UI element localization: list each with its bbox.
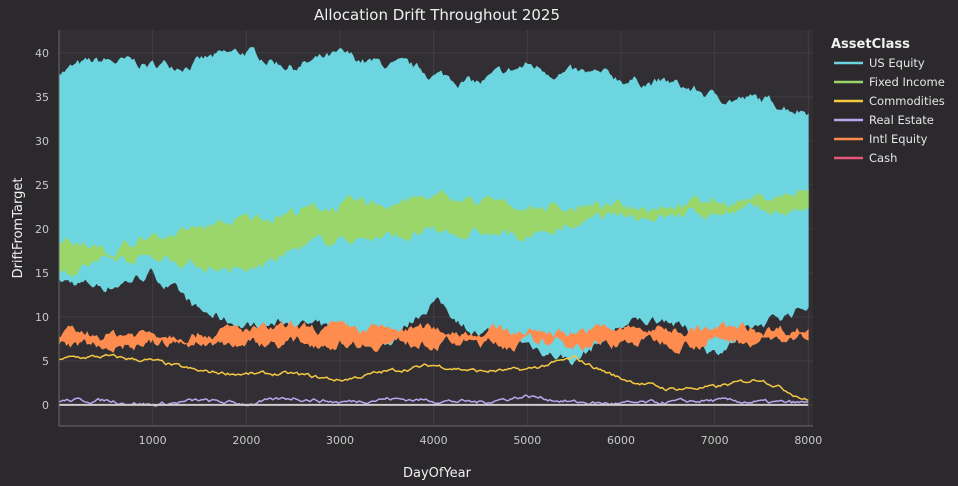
y-tick-label: 35: [35, 91, 49, 104]
x-tick-label: 6000: [607, 434, 635, 447]
legend-item-intl-equity[interactable]: Intl Equity: [869, 132, 928, 146]
x-tick-label: 3000: [326, 434, 354, 447]
series-marks: [58, 47, 809, 407]
y-tick-label: 20: [35, 223, 49, 236]
series-line-real-estate: [58, 394, 809, 407]
y-tick-label: 0: [42, 399, 49, 412]
y-tick-label: 5: [42, 355, 49, 368]
x-tick-label: 2000: [232, 434, 260, 447]
y-axis-label: DriftFromTarget: [11, 178, 26, 279]
legend-item-real-estate[interactable]: Real Estate: [869, 113, 934, 127]
chart-title: Allocation Drift Throughout 2025: [314, 6, 560, 24]
legend-item-commodities[interactable]: Commodities: [869, 94, 945, 108]
legend-item-cash[interactable]: Cash: [869, 151, 897, 165]
y-tick-label: 30: [35, 135, 49, 148]
y-tick-label: 40: [35, 47, 49, 60]
x-tick-label: 5000: [513, 434, 541, 447]
x-tick-label: 8000: [794, 434, 822, 447]
series-line-commodities: [58, 353, 809, 401]
legend-title: AssetClass: [831, 37, 910, 52]
series-band-intl-equity: [58, 320, 809, 355]
y-ticks: 0 5 10 15 20 25 30 35 40: [35, 47, 49, 412]
series-band-fixed-income: [58, 187, 809, 278]
x-tick-label: 4000: [420, 434, 448, 447]
x-ticks: 1000 2000 3000 4000 5000 6000 7000 8000: [139, 434, 823, 447]
x-axis-label: DayOfYear: [403, 466, 472, 481]
y-tick-label: 25: [35, 179, 49, 192]
legend: AssetClass US Equity Fixed Income Commodit…: [831, 37, 945, 165]
y-tick-label: 10: [35, 311, 49, 324]
legend-item-fixed-income[interactable]: Fixed Income: [869, 75, 945, 89]
y-tick-label: 15: [35, 267, 49, 280]
x-tick-label: 7000: [701, 434, 729, 447]
legend-item-us-equity[interactable]: US Equity: [869, 56, 925, 70]
x-tick-label: 1000: [139, 434, 167, 447]
